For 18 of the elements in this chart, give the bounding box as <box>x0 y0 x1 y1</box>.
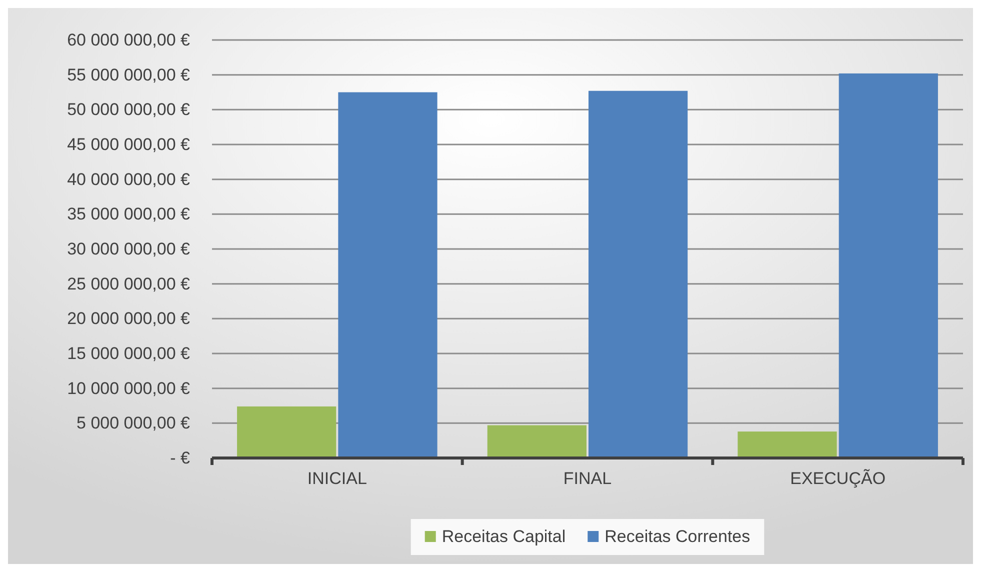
legend-label: Receitas Correntes <box>604 527 750 546</box>
y-tick-label: 5 000 000,00 € <box>76 414 191 433</box>
y-tick-label: 50 000 000,00 € <box>67 100 191 120</box>
y-tick-label: 60 000 000,00 € <box>67 30 191 50</box>
y-tick-label: 20 000 000,00 € <box>67 309 191 328</box>
y-tick-label: 40 000 000,00 € <box>67 170 191 189</box>
x-tick-label: EXECUÇÃO <box>790 469 886 488</box>
x-tick-label: INICIAL <box>307 469 367 488</box>
y-tick-label: 35 000 000,00 € <box>67 204 191 224</box>
legend-label: Receitas Capital <box>442 527 566 546</box>
x-tick-label: FINAL <box>563 469 612 488</box>
y-tick-label: 25 000 000,00 € <box>67 274 191 294</box>
y-tick-label: 15 000 000,00 € <box>67 344 191 363</box>
y-tick-label: 55 000 000,00 € <box>67 65 191 84</box>
y-tick-label: 45 000 000,00 € <box>67 134 191 154</box>
y-tick-label: - € <box>170 448 191 468</box>
y-tick-label: 30 000 000,00 € <box>67 239 191 258</box>
y-tick-label: 10 000 000,00 € <box>67 378 191 398</box>
